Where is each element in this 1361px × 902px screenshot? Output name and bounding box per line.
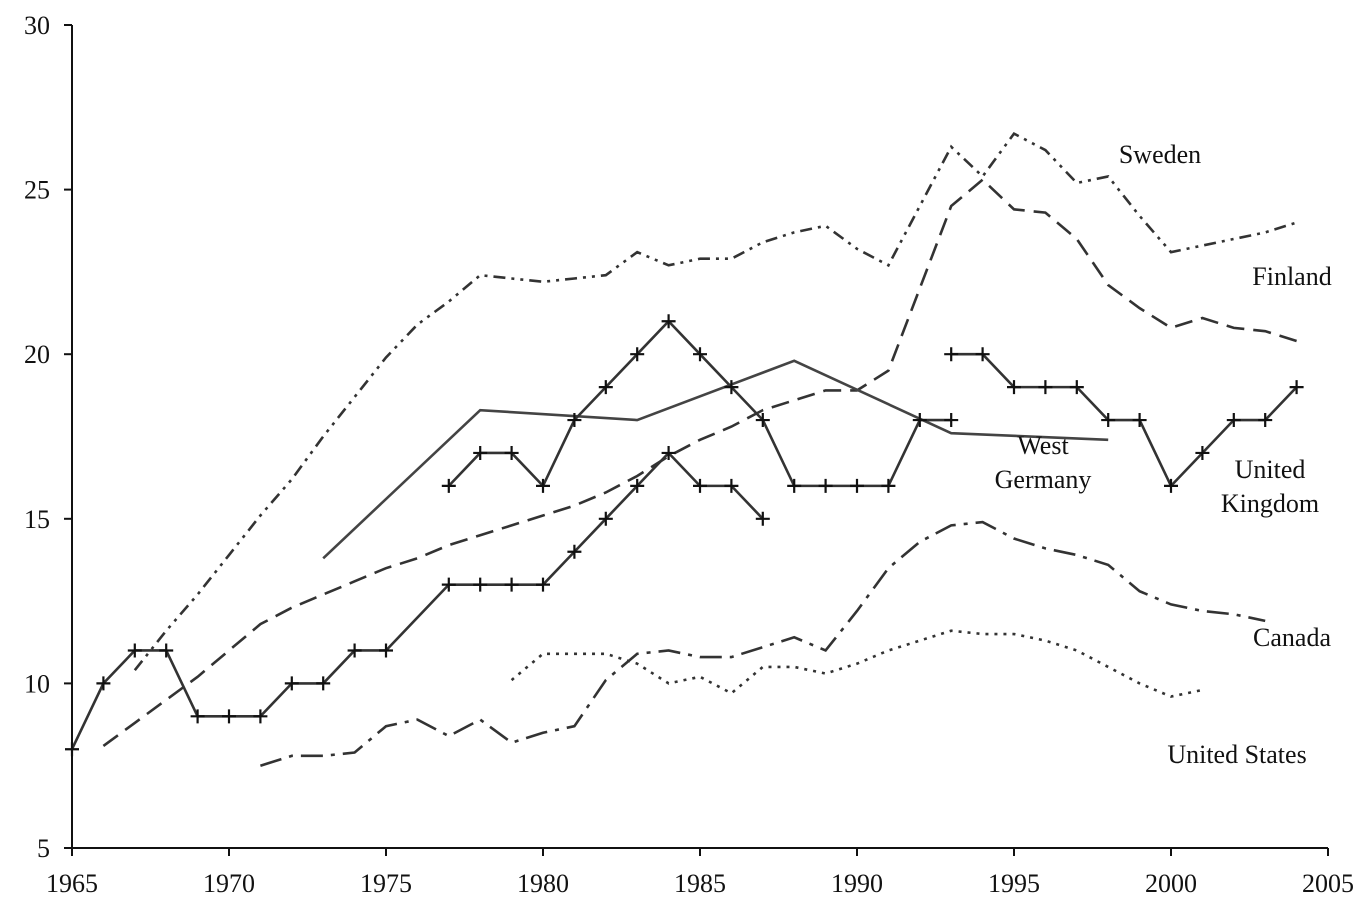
point-marker <box>630 347 645 362</box>
point-marker <box>944 347 959 362</box>
y-tick-label: 15 <box>24 505 50 534</box>
point-marker <box>504 445 519 460</box>
point-marker <box>693 478 707 493</box>
point-marker <box>912 413 927 428</box>
y-tick-label: 30 <box>24 11 50 40</box>
point-marker <box>661 314 676 329</box>
x-tick-label: 1990 <box>831 869 883 898</box>
point-marker <box>850 478 864 493</box>
point-marker <box>441 577 456 592</box>
point-marker <box>96 676 111 691</box>
point-marker <box>1289 380 1304 395</box>
y-tick-label: 25 <box>24 176 50 205</box>
point-marker <box>598 511 613 526</box>
point-marker <box>1195 445 1210 460</box>
point-marker <box>724 380 739 395</box>
point-marker <box>944 413 959 428</box>
point-marker <box>1226 413 1241 428</box>
series-label: Sweden <box>1118 140 1202 169</box>
point-marker <box>1132 413 1147 428</box>
x-tick-label: 1995 <box>988 869 1040 898</box>
point-marker <box>441 478 456 493</box>
point-marker <box>881 478 896 493</box>
point-marker <box>159 643 174 658</box>
point-marker <box>536 478 550 493</box>
series-line <box>70 451 764 750</box>
point-marker <box>1164 478 1178 493</box>
series-label: United Kingdom <box>1220 455 1320 518</box>
point-marker <box>1069 380 1084 395</box>
point-marker <box>567 413 582 428</box>
series-label: West Germany <box>994 431 1092 494</box>
y-tick-label: 10 <box>24 669 50 698</box>
series-line <box>133 131 1297 672</box>
point-marker <box>661 445 676 460</box>
series-line <box>260 520 1266 767</box>
series-line <box>447 319 952 489</box>
point-marker <box>975 347 990 362</box>
point-marker <box>567 544 582 559</box>
series-label: United States <box>1167 740 1307 769</box>
point-marker <box>630 478 645 493</box>
series-line <box>102 177 1297 747</box>
point-marker <box>473 577 488 592</box>
x-tick-label: 1970 <box>203 869 255 898</box>
point-marker <box>693 347 707 362</box>
point-marker <box>473 445 488 460</box>
point-marker <box>598 380 613 395</box>
point-marker <box>127 643 142 658</box>
series-line <box>510 629 1203 698</box>
point-marker <box>818 478 833 493</box>
point-marker <box>379 643 393 658</box>
x-tick-label: 1980 <box>517 869 569 898</box>
point-marker <box>1258 413 1273 428</box>
point-marker <box>755 413 770 428</box>
y-tick-label: 20 <box>24 340 50 369</box>
point-marker <box>316 676 331 691</box>
point-marker <box>504 577 519 592</box>
point-marker <box>190 709 205 724</box>
series-label: Finland <box>1252 262 1332 291</box>
x-tick-label: 2000 <box>1145 869 1197 898</box>
point-marker <box>724 478 739 493</box>
point-marker <box>787 478 802 493</box>
point-marker <box>284 676 299 691</box>
point-marker <box>1007 380 1021 395</box>
x-tick-label: 1985 <box>674 869 726 898</box>
y-tick-label: 5 <box>37 834 50 863</box>
point-marker <box>755 511 770 526</box>
point-marker <box>347 643 362 658</box>
x-tick-label: 1975 <box>360 869 412 898</box>
point-marker <box>253 709 268 724</box>
point-marker <box>222 709 236 724</box>
series-label: Canada <box>1253 623 1331 652</box>
series-line <box>322 359 1109 560</box>
x-tick-label: 1965 <box>46 869 98 898</box>
x-tick-label: 2005 <box>1302 869 1354 898</box>
point-marker <box>1038 380 1053 395</box>
point-marker <box>1101 413 1116 428</box>
point-marker <box>536 577 550 592</box>
point-marker <box>65 742 79 757</box>
